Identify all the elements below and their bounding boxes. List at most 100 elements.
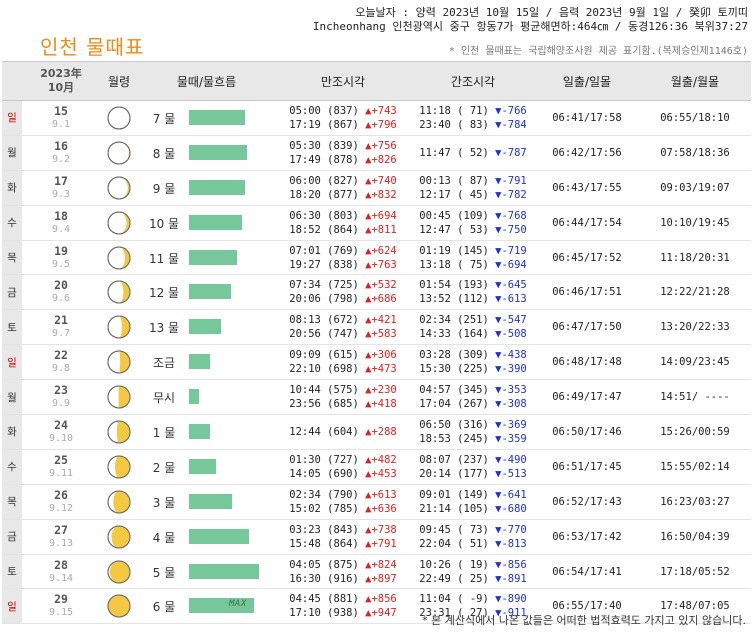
table-row: 목 19 9.5 11 물 07:01 (769) ▲+624 19:27 (838) ▲… [2,240,751,276]
sunrise-sunset: 06:55/17:40 [535,588,639,625]
low-tide-change: ▼-911 [495,607,527,620]
high-tide-change: ▲+832 [365,188,397,201]
moon-phase-cell [100,135,138,171]
low-tide-line: 21:14 (105) ▼-680 [411,502,535,516]
moon-phase-icon [107,490,131,514]
tide-cell: 3 물 [138,484,275,520]
lunar-date: 9.12 [48,502,74,514]
moon-phase-icon [107,525,131,549]
tide-name: 1 물 [152,426,176,441]
high-tide-time: 17:10 (938) [289,607,359,620]
table-row: 금 27 9.13 4 물 03:23 (843) ▲+738 15:48 (864) ▲… [2,519,751,555]
high-tide-time: 05:00 (837) [289,104,359,117]
tide-name: 11 물 [148,251,180,266]
low-tide-change: ▼-856 [495,558,527,571]
moonrise-moonset: 11:18/20:31 [639,240,751,276]
low-tide-change: ▼-782 [495,188,527,201]
moon-phase-cell [100,170,138,206]
solar-day: 28 [54,557,68,572]
table-row: 일 15 9.1 7 물 05:00 (837) ▲+743 17:19 (867) ▲+… [2,100,751,136]
moon-phase-cell [100,344,138,381]
low-tide-cell: 03:28 (309) ▼-438 15:30 (225) ▼-390 [411,344,535,381]
moon-phase-cell [100,484,138,520]
sunrise-sunset: 06:45/17:52 [535,240,639,276]
high-tide-time: 06:00 (827) [289,174,359,187]
high-tide-change: ▲+740 [365,174,397,187]
high-tide-change: ▲+473 [365,363,397,376]
low-tide-change: ▼-770 [495,523,527,536]
high-tide-time: 03:23 (843) [289,523,359,536]
day-of-week: 수 [2,205,22,241]
tide-cell: 7 물 [138,100,275,136]
moonrise-moonset: 15:26/00:59 [639,414,751,450]
tide-name: 12 물 [148,286,180,301]
date-cell: 29 9.15 [22,588,100,625]
sunrise-sunset: 06:54/17:41 [535,554,639,590]
solar-day: 25 [54,452,68,467]
tide-cell: 9 물 [138,170,275,206]
tide-name: 4 물 [152,530,176,545]
moonrise-moonset: 09:03/19:07 [639,170,751,206]
high-tide-time: 04:45 (881) [289,593,359,606]
low-tide-line: 04:57 (345) ▼-353 [411,383,535,397]
tide-cell: 1 물 [138,414,275,450]
solar-day: 17 [54,173,68,188]
table-row: 목 26 9.12 3 물 02:34 (790) ▲+613 15:02 (785) ▲… [2,484,751,520]
high-tide-change: ▲+856 [365,593,397,606]
high-tide-line: 17:19 (867) ▲+796 [275,118,411,132]
high-tide-time: 19:27 (838) [289,258,359,271]
low-tide-time: 13:18 ( 75) [419,258,489,271]
moon-phase-cell [100,588,138,625]
table-row: 일 22 9.8 조금 09:09 (615) ▲+306 22:10 (698) ▲+4… [2,344,751,381]
high-tide-line: 06:30 (803) ▲+694 [275,209,411,223]
high-tide-change: ▲+482 [365,453,397,466]
high-tide-time: 18:20 (877) [289,188,359,201]
high-tide-line: 12:44 (604) ▲+288 [275,425,411,439]
sunrise-sunset: 06:51/17:45 [535,449,639,485]
moonrise-moonset: 17:18/05:52 [639,554,751,590]
low-tide-line: 17:04 (267) ▼-308 [411,397,535,411]
lunar-date: 9.14 [48,572,74,584]
sunrise-sunset: 06:53/17:42 [535,519,639,555]
tide-strength-bar [189,493,232,509]
tide-strength-bar [189,389,199,405]
date-cell: 26 9.12 [22,484,100,520]
low-tide-change: ▼-308 [495,398,527,411]
tide-strength-bar [189,144,247,160]
moonrise-moonset: 13:20/22:33 [639,309,751,346]
high-tide-change: ▲+811 [365,223,397,236]
today-date-line: 오늘날자 : 양력 2023년 10월 15일 / 음력 2023년 9월 1일… [355,6,748,19]
solar-day: 19 [54,243,68,258]
moon-phase-icon [107,560,131,584]
low-tide-time: 06:50 (316) [419,418,489,431]
low-tide-cell: 11:47 ( 52) ▼-787 [411,135,535,171]
lunar-date: 9.7 [51,328,71,340]
high-tide-change: ▲+947 [365,607,397,620]
date-cell: 21 9.7 [22,309,100,346]
low-tide-change: ▼-369 [495,418,527,431]
low-tide-change: ▼-613 [495,293,527,306]
high-tide-line: 04:05 (875) ▲+824 [275,558,411,572]
table-row: 수 18 9.4 10 물 06:30 (803) ▲+694 18:52 (864) ▲… [2,205,751,241]
high-tide-change: ▲+796 [365,118,397,131]
day-of-week: 목 [2,240,22,276]
high-tide-change: ▲+288 [365,425,397,438]
moonrise-moonset: 06:55/18:10 [639,100,751,136]
low-tide-time: 01:19 (145) [419,244,489,257]
low-tide-change: ▼-353 [495,384,527,397]
high-tide-time: 15:02 (785) [289,502,359,515]
tide-cell: 조금 [138,344,275,381]
low-tide-change: ▼-547 [495,314,527,327]
day-of-week: 월 [2,135,22,171]
sunrise-sunset: 06:42/17:56 [535,135,639,171]
table-row: 화 24 9.10 1 물 12:44 (604) ▲+288 06:50 (316) … [2,414,751,450]
moon-phase-cell [100,100,138,136]
high-tide-change: ▲+756 [365,139,397,152]
low-tide-line: 01:19 (145) ▼-719 [411,244,535,258]
low-tide-change: ▼-490 [495,453,527,466]
tide-strength-bar [189,249,237,265]
high-tide-line: 01:30 (727) ▲+482 [275,453,411,467]
low-tide-time: 20:14 (177) [419,467,489,480]
low-tide-cell: 01:54 (193) ▼-645 13:52 (112) ▼-613 [411,274,535,311]
low-tide-time: 08:07 (237) [419,453,489,466]
